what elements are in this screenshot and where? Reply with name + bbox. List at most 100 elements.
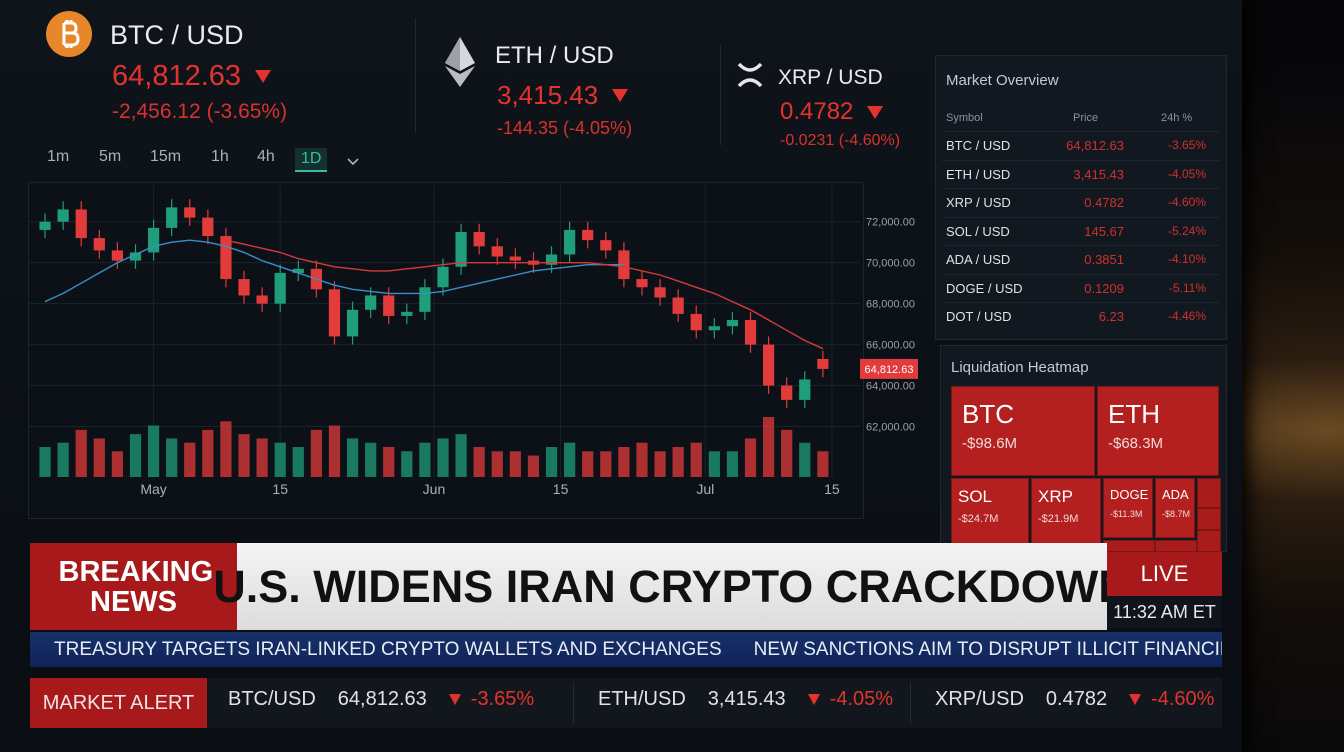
- volume-bar: [455, 434, 467, 477]
- candle-body: [437, 266, 449, 288]
- candle-body: [600, 240, 612, 251]
- volume-bar: [401, 451, 413, 477]
- alert-change-group: -4.60%: [1129, 688, 1214, 711]
- ticker-pair: BTC / USD: [110, 20, 244, 50]
- timeframe-button[interactable]: 1h: [211, 148, 229, 165]
- panel-title: Liquidation Heatmap: [951, 359, 1089, 376]
- heatmap-tile: ADA -$8.7M: [1155, 478, 1195, 538]
- volume-bar: [582, 451, 594, 477]
- divider: [720, 45, 721, 145]
- volume-bar: [39, 447, 51, 477]
- y-tick-label: 62,000.00: [866, 422, 915, 434]
- price: 3,415.43: [1073, 166, 1124, 182]
- volume-bar: [527, 455, 540, 477]
- timeframe-button[interactable]: 4h: [257, 148, 275, 165]
- x-tick-label: May: [140, 481, 166, 497]
- candle-body: [708, 326, 720, 331]
- volume-bar: [346, 438, 359, 477]
- candle-body: [238, 279, 250, 296]
- volume-bar: [111, 451, 124, 477]
- candle-body: [799, 379, 811, 400]
- row-divider: [942, 273, 1220, 275]
- volume-bar: [491, 451, 503, 477]
- volume-bar: [654, 451, 666, 477]
- change: -5.11%: [1168, 280, 1206, 295]
- tile-name: BTC: [962, 399, 1014, 429]
- ticker-pair: ETH / USD: [495, 42, 614, 69]
- candle-body: [817, 358, 829, 369]
- volume-bar: [274, 442, 286, 477]
- volume-bar: [166, 438, 178, 477]
- timeframe-dropdown[interactable]: [346, 157, 360, 167]
- volume-bar: [238, 434, 250, 477]
- down-arrow: [448, 694, 461, 705]
- price: 0.1209: [1084, 280, 1124, 296]
- change: -4.05%: [1167, 166, 1206, 181]
- volume-bar: [419, 442, 431, 477]
- heatmap-cell: [1155, 540, 1197, 552]
- candle-body: [545, 254, 558, 265]
- volume-bar: [708, 451, 720, 477]
- tile-name: DOGE: [1110, 487, 1149, 502]
- volume-bar: [292, 447, 304, 477]
- row-divider: [942, 216, 1220, 218]
- volume-bar: [564, 442, 576, 477]
- timeframe-button[interactable]: 15m: [150, 148, 182, 165]
- heatmap-tile: XRP -$21.9M: [1031, 478, 1101, 550]
- timeframe-button[interactable]: 1D: [295, 148, 328, 172]
- price: 0.4782: [1084, 195, 1124, 210]
- candlestick-chart: 62,000.00 64,000.00 66,000.00 68,000.00 70,0…: [28, 185, 918, 497]
- volume-bar: [310, 429, 322, 477]
- ticker-price-row: 0.4782: [780, 98, 884, 126]
- volume-bar: [672, 447, 684, 477]
- volume-bar: [545, 447, 558, 477]
- tile-value: -$11.3M: [1110, 509, 1143, 519]
- candle-body: [75, 209, 87, 239]
- volume-bar: [690, 442, 702, 477]
- timeframe-button[interactable]: 5m: [99, 148, 122, 165]
- candle-body: [781, 385, 793, 400]
- alert-change: -3.65%: [470, 688, 535, 710]
- price: 0.3851: [1084, 252, 1124, 267]
- volume-bar: [799, 442, 811, 477]
- volume-bar: [75, 429, 87, 477]
- volume-bar: [473, 447, 485, 477]
- moving-average: [225, 239, 824, 350]
- candle-body: [220, 236, 232, 280]
- y-tick-label: 64,000.00: [866, 381, 915, 393]
- divider: [415, 18, 416, 133]
- candle-body: [147, 227, 160, 253]
- change: -4.46%: [1167, 309, 1206, 323]
- screen: BTC / USD 64,812.63 -2,456.12 (-3.65%) E…: [0, 0, 1242, 752]
- row-divider: [942, 302, 1220, 303]
- alert-change-group: -4.05%: [807, 688, 893, 711]
- candle-body: [564, 229, 576, 255]
- volume-bar: [744, 438, 757, 477]
- volume-bar: [220, 421, 232, 477]
- volume-bar: [509, 451, 521, 477]
- symbol: ETH / USD: [946, 166, 1011, 182]
- candle-body: [365, 295, 377, 310]
- candle-body: [491, 246, 503, 257]
- y-tick-label: 72,000.00: [866, 217, 915, 229]
- volume-bar: [202, 429, 214, 477]
- heatmap-cell: [1103, 540, 1155, 552]
- ticker-pair: XRP / USD: [778, 66, 883, 89]
- symbol: DOT / USD: [946, 309, 1012, 324]
- candle-body: [39, 221, 51, 230]
- heatmap-cell: [1197, 508, 1221, 530]
- change: -5.24%: [1167, 223, 1206, 238]
- candle-body: [292, 268, 304, 273]
- timeframe-button[interactable]: 1m: [47, 148, 70, 165]
- tile-value: -$24.7M: [958, 513, 999, 525]
- candle-body: [636, 279, 648, 288]
- price: 64,812.63: [1066, 138, 1124, 153]
- change: -3.65%: [1167, 138, 1206, 152]
- time: 11:32 AM ET: [1113, 601, 1216, 622]
- volume-bar: [437, 438, 449, 477]
- row-divider: [942, 159, 1220, 161]
- heatmap-cell: [1197, 478, 1221, 508]
- alert-pair: ETH/USD: [598, 688, 686, 710]
- alert-label: MARKET ALERT: [42, 691, 195, 714]
